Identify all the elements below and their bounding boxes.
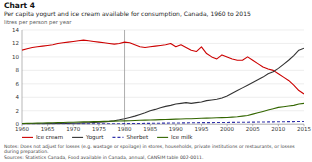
- legend-swatch: [157, 137, 168, 138]
- x-tick-label: 1995: [194, 126, 208, 132]
- legend-label: Yogurt: [85, 134, 104, 141]
- y-tick-label: 10: [12, 54, 19, 60]
- grid: [22, 30, 304, 124]
- x-tick-label: 1965: [41, 126, 55, 132]
- legend-label: Sherbet: [126, 134, 148, 140]
- x-tick-label: 2000: [220, 126, 234, 132]
- legend: Ice cream Yogurt Sherbet Ice milk: [22, 134, 193, 141]
- legend-swatch: [112, 137, 123, 138]
- y-tick-label: 6: [16, 81, 20, 87]
- text-line: Notes: Does not adjust for losses (e.g. …: [4, 144, 295, 149]
- legend-swatch: [72, 137, 83, 138]
- chart: Chart 4Per capita yogurt and ice cream a…: [0, 0, 312, 162]
- subtitle: Per capita yogurt and ice cream availabl…: [4, 10, 251, 18]
- legend-label: Ice milk: [171, 134, 193, 140]
- y-tick-label: 12: [12, 40, 19, 46]
- y-tick-label: 2: [16, 108, 20, 114]
- series-line: [22, 103, 304, 123]
- y-axis: [22, 30, 23, 124]
- x-tick-label: 1985: [143, 126, 157, 132]
- x-tick-label: 2010: [271, 126, 285, 132]
- text-line: Sources: Statistics Canada, Food availab…: [4, 155, 203, 160]
- x-tick-label: 2015: [297, 126, 311, 132]
- x-tick-label: 1970: [66, 126, 80, 132]
- grid-line: [22, 56, 304, 57]
- y-tick-label: 8: [16, 67, 20, 73]
- legend-label: Ice cream: [36, 134, 63, 140]
- x-tick-label: 1980: [118, 126, 132, 132]
- series-line: [22, 40, 304, 94]
- grid-line: [22, 30, 304, 31]
- legend-swatch: [22, 137, 33, 138]
- grid-line: [22, 83, 304, 84]
- y-axis-label: litres per person per year: [4, 19, 72, 26]
- x-tick-label: 1990: [169, 126, 183, 132]
- note: Sources: Statistics Canada, Food availab…: [4, 155, 203, 160]
- series-line: [22, 48, 304, 124]
- y-tick-label: 14: [12, 27, 19, 33]
- grid-line: [22, 97, 304, 98]
- x-tick-label: 1975: [92, 126, 106, 132]
- title: Chart 4: [4, 1, 35, 10]
- x-tick-label: 1960: [15, 126, 29, 132]
- y-tick-label: 4: [16, 94, 20, 100]
- grid-line: [22, 70, 304, 71]
- vertical-line: [124, 30, 125, 124]
- x-tick-label: 2005: [246, 126, 260, 132]
- plot-area: [22, 30, 304, 124]
- grid-line: [22, 110, 304, 111]
- text-line: during preparation.: [4, 149, 49, 154]
- note: Notes: Does not adjust for losses (e.g. …: [4, 144, 295, 155]
